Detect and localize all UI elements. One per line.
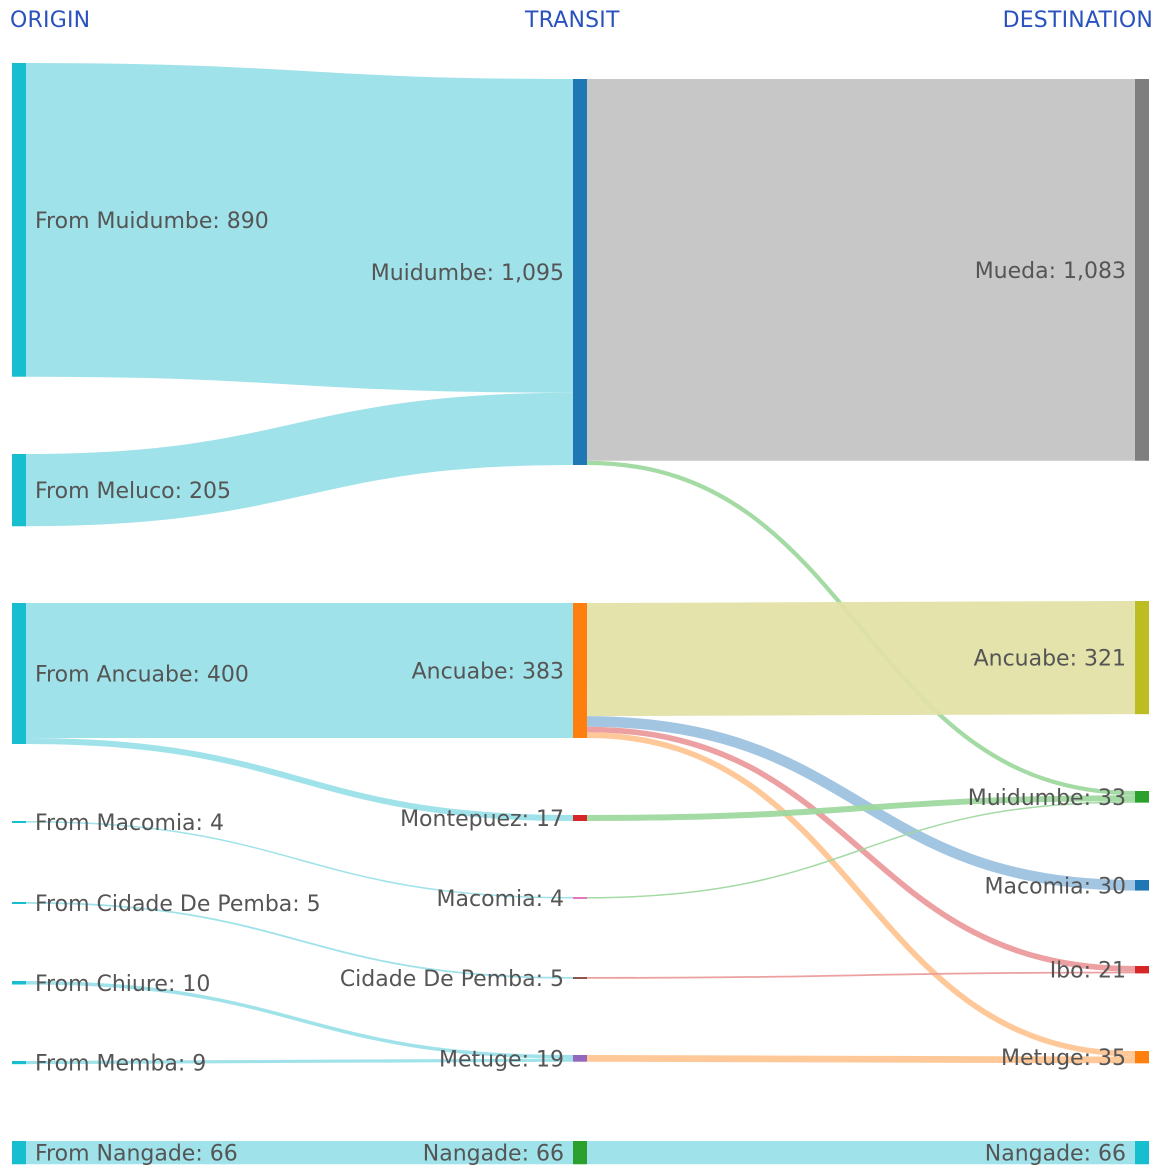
label-o_muidumbe: From Muidumbe: 890 — [35, 209, 269, 234]
origin-header: ORIGIN — [10, 8, 91, 33]
label-d_mueda: Mueda: 1,083 — [975, 259, 1126, 284]
label-o_meluco: From Meluco: 205 — [35, 479, 231, 504]
label-d_ibo: Ibo: 21 — [1050, 959, 1126, 984]
label-o_macomia: From Macomia: 4 — [35, 811, 224, 836]
label-d_macomia: Macomia: 30 — [985, 874, 1126, 899]
node-d_nangade[interactable] — [1135, 1141, 1149, 1165]
links-layer — [25, 63, 1136, 1165]
node-d_metuge[interactable] — [1135, 1051, 1149, 1064]
label-d_metuge: Metuge: 35 — [1001, 1046, 1126, 1071]
label-t_montepuez: Montepuez: 17 — [400, 807, 564, 832]
link-t_montepuez-to-d_muidumbe[interactable] — [586, 795, 1136, 821]
node-o_meluco[interactable] — [12, 454, 26, 527]
node-d_ancuabe[interactable] — [1135, 601, 1149, 715]
label-o_memba: From Memba: 9 — [35, 1052, 206, 1077]
label-d_nangade: Nangade: 66 — [985, 1142, 1126, 1165]
link-o_ancuabe-to-t_montepuez[interactable] — [25, 738, 574, 821]
node-t_nangade[interactable] — [573, 1141, 587, 1165]
link-o_memba-to-t_metuge[interactable] — [25, 1058, 574, 1065]
node-o_chiure[interactable] — [12, 981, 26, 985]
node-o_macomia[interactable] — [12, 821, 26, 823]
label-d_ancuabe: Ancuabe: 321 — [974, 647, 1126, 672]
destination-header: DESTINATION — [1002, 8, 1153, 33]
node-t_muidumbe[interactable] — [573, 79, 587, 465]
label-t_ancuabe: Ancuabe: 383 — [412, 660, 564, 685]
label-t_pemba: Cidade De Pemba: 5 — [340, 967, 564, 992]
link-t_ancuabe-to-d_metuge[interactable] — [586, 732, 1136, 1057]
link-o_pemba-to-t_pemba[interactable] — [25, 901, 574, 979]
node-d_muidumbe[interactable] — [1135, 791, 1149, 803]
label-o_chiure: From Chiure: 10 — [35, 972, 210, 997]
link-t_ancuabe-to-d_macomia[interactable] — [586, 716, 1136, 891]
link-t_metuge-to-d_metuge[interactable] — [586, 1055, 1136, 1064]
node-d_ibo[interactable] — [1135, 966, 1149, 974]
node-o_ancuabe[interactable] — [12, 603, 26, 744]
node-t_macomia[interactable] — [573, 897, 587, 899]
link-o_chiure-to-t_metuge[interactable] — [25, 981, 574, 1059]
node-t_montepuez[interactable] — [573, 815, 587, 821]
node-d_mueda[interactable] — [1135, 79, 1149, 461]
link-t_macomia-to-d_muidumbe[interactable] — [586, 801, 1136, 899]
link-t_ancuabe-to-d_ancuabe[interactable] — [586, 601, 1136, 717]
link-o_muidumbe-to-t_muidumbe[interactable] — [25, 63, 574, 393]
transit-header: TRANSIT — [525, 8, 620, 33]
nodes-layer — [12, 63, 1149, 1165]
node-d_macomia[interactable] — [1135, 880, 1149, 891]
node-o_muidumbe[interactable] — [12, 63, 26, 377]
node-o_pemba[interactable] — [12, 902, 26, 904]
label-o_nangade: From Nangade: 66 — [35, 1142, 238, 1165]
node-o_memba[interactable] — [12, 1061, 26, 1065]
label-t_macomia: Macomia: 4 — [437, 887, 564, 912]
labels-layer: From Muidumbe: 890 From Meluco: 205 From A… — [35, 209, 1126, 1165]
node-t_ancuabe[interactable] — [573, 603, 587, 739]
node-t_metuge[interactable] — [573, 1055, 587, 1062]
label-o_ancuabe: From Ancuabe: 400 — [35, 663, 249, 688]
label-o_pemba: From Cidade De Pemba: 5 — [35, 892, 321, 917]
label-t_nangade: Nangade: 66 — [423, 1142, 564, 1165]
label-d_muidumbe: Muidumbe: 33 — [968, 786, 1126, 811]
label-t_muidumbe: Muidumbe: 1,095 — [371, 261, 564, 286]
link-o_macomia-to-t_macomia[interactable] — [25, 821, 574, 899]
node-o_nangade[interactable] — [12, 1141, 26, 1165]
label-t_metuge: Metuge: 19 — [439, 1047, 564, 1072]
link-o_meluco-to-t_muidumbe[interactable] — [25, 392, 574, 527]
node-t_pemba[interactable] — [573, 977, 587, 979]
link-t_pemba-to-d_ibo[interactable] — [586, 971, 1136, 979]
